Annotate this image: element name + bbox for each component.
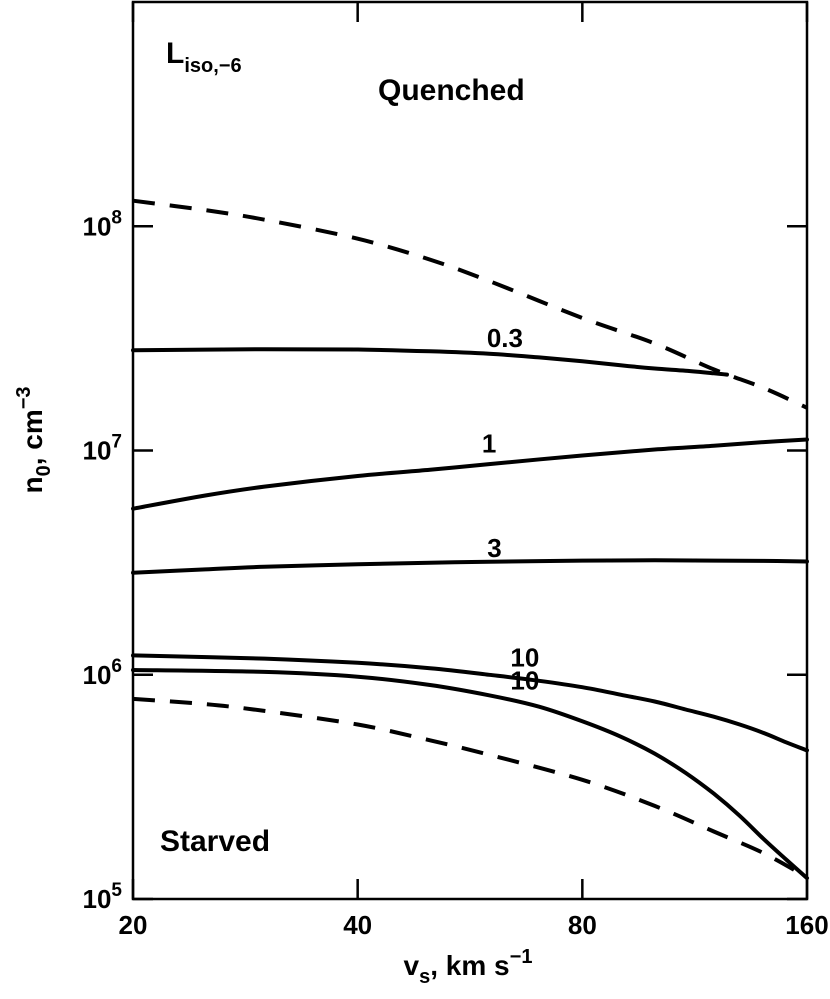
- dashed-boundary-curve: [132, 198, 808, 410]
- y-tick-label: 105: [83, 880, 123, 914]
- quenched-label: Quenched: [378, 74, 525, 107]
- y-tick-label: 106: [83, 656, 123, 690]
- curve-label: 10: [510, 665, 539, 695]
- curve-label: 10: [510, 642, 539, 672]
- y-tick-label: 108: [83, 207, 123, 241]
- curve-3: [131, 558, 809, 575]
- curve-10: [131, 653, 809, 753]
- curve-label: 1: [482, 428, 496, 458]
- dashed-boundary-curve: [132, 696, 808, 880]
- x-tick-label: 160: [785, 910, 828, 940]
- curve-label: 3: [487, 533, 501, 563]
- x-tick-label: 40: [343, 910, 372, 940]
- x-tick-label: 80: [568, 910, 597, 940]
- starved-label: Starved: [160, 825, 270, 858]
- curve-label: 0.3: [487, 323, 523, 353]
- y-axis-title: n0, cm−3: [13, 386, 55, 493]
- x-axis-title: vs, km s−1: [404, 946, 533, 988]
- curve-0.3: [131, 347, 729, 377]
- curve-10: [131, 668, 809, 881]
- data-curves: [131, 198, 809, 881]
- y-tick-label: 107: [83, 432, 123, 466]
- curve-1: [131, 437, 809, 511]
- x-tick-label: 20: [119, 910, 148, 940]
- corner-annotation: Liso,−6: [166, 37, 242, 77]
- axis-tick-labels: 20 40 80 160 105 106 107 108: [83, 207, 829, 940]
- axis-ticks: [131, 2, 809, 901]
- plot-frame: [131, 0, 809, 901]
